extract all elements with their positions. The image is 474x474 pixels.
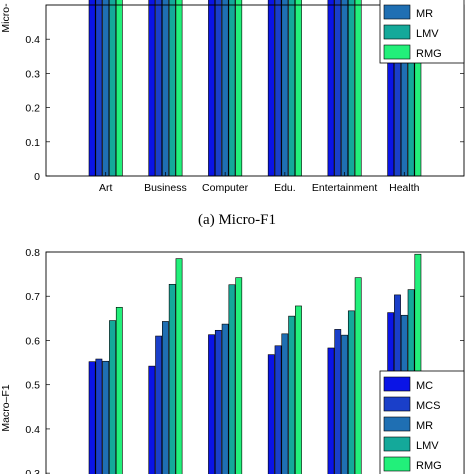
legend-swatch-lmv <box>383 24 411 40</box>
bar-rmg-2 <box>235 277 243 474</box>
bar-mcs-4 <box>334 0 342 177</box>
bar-lmv-2 <box>228 0 236 177</box>
legend-label: MCS <box>416 400 440 412</box>
bar-mcs-0 <box>95 358 103 474</box>
y-tick-label: 0.1 <box>25 137 40 149</box>
bar-lmv-0 <box>109 320 116 474</box>
legend-label: MC <box>416 380 433 392</box>
y-tick-label: 0.4 <box>25 34 40 46</box>
bar-mr-1 <box>162 0 169 177</box>
legend: MR LMV RMG <box>379 0 465 64</box>
legend-label: LMV <box>416 440 439 452</box>
legend-swatch-rmg <box>383 44 411 60</box>
bar-mc-1 <box>148 365 156 474</box>
bar-rmg-2 <box>235 0 243 177</box>
y-tick-label: 0.4 <box>25 424 40 436</box>
bar-lmv-0 <box>109 0 116 177</box>
legend-label: MR <box>416 8 433 20</box>
y-axis-label: Micro- <box>0 3 12 33</box>
legend-label: LMV <box>416 28 439 40</box>
y-tick-label: 0 <box>34 171 40 183</box>
bar-mc-1 <box>148 0 156 177</box>
bar-mcs-2 <box>214 329 222 474</box>
legend-swatch-rmg <box>383 456 411 472</box>
y-tick-label: 0.7 <box>25 291 40 303</box>
y-tick-label: 0.6 <box>25 335 40 347</box>
x-tick-label: Art <box>99 182 113 194</box>
bar-lmv-2 <box>228 284 236 474</box>
legend-swatch-mr <box>383 416 411 432</box>
y-tick-label: 0.3 <box>25 68 40 80</box>
bar-mr-4 <box>341 0 348 177</box>
bar-lmv-4 <box>347 0 355 177</box>
bar-mc-3 <box>267 0 275 177</box>
bar-mr-0 <box>102 360 110 474</box>
bar-lmv-1 <box>168 283 176 474</box>
bar-rmg-4 <box>354 277 362 474</box>
x-tick-label: Entertainment <box>312 182 377 194</box>
y-tick-label: 0.5 <box>25 380 40 392</box>
bar-lmv-3 <box>288 0 296 177</box>
plot-frame <box>45 251 465 474</box>
legend-label: RMG <box>416 460 442 472</box>
legend-swatch-lmv <box>383 436 411 452</box>
bar-rmg-0 <box>115 306 123 474</box>
bar-mr-3 <box>281 0 289 177</box>
bar-mcs-0 <box>95 0 103 177</box>
bar-mr-2 <box>221 323 229 474</box>
bar-rmg-1 <box>175 258 183 474</box>
bar-rmg-5 <box>414 253 422 474</box>
x-tick-label: Edu. <box>274 182 296 194</box>
bar-rmg-1 <box>175 0 183 177</box>
micro-f1-caption: (a) Micro-F1 <box>198 212 276 228</box>
bar-mc-4 <box>327 0 335 177</box>
bar-rmg-4 <box>354 0 362 177</box>
bar-mc-0 <box>88 361 96 474</box>
bar-mcs-2 <box>214 0 222 177</box>
legend-swatch-mc <box>383 376 411 392</box>
bar-rmg-0 <box>115 0 123 177</box>
plot-frame <box>45 4 465 177</box>
bar-lmv-4 <box>347 310 355 474</box>
bar-mcs-4 <box>334 329 342 474</box>
bar-mc-2 <box>208 334 215 474</box>
bar-mcs-3 <box>274 345 282 474</box>
legend-swatch-mcs <box>383 396 411 412</box>
bar-mcs-1 <box>155 0 163 177</box>
legend-label: MR <box>416 420 433 432</box>
y-tick-label: 0.3 <box>25 468 40 474</box>
bar-mcs-1 <box>155 335 163 474</box>
bar-lmv-3 <box>288 315 296 474</box>
x-tick-label: Health <box>389 182 420 194</box>
y-axis-label: Macro–F1 <box>0 384 12 431</box>
micro-f1-chart: Art Business Computer Edu. Entertainment Heal… <box>0 0 465 194</box>
bar-mr-2 <box>221 0 229 177</box>
x-tick-label: Business <box>144 182 187 194</box>
bar-mr-4 <box>341 334 348 474</box>
bar-mc-0 <box>88 0 96 177</box>
bar-mc-4 <box>327 347 335 474</box>
macro-f1-chart: 0.3 0.4 0.5 0.6 0.7 0.8 Macro–F1 MC MCS MR LMV RMG <box>0 247 465 474</box>
bar-mr-0 <box>102 0 110 177</box>
bar-mr-1 <box>162 321 169 474</box>
legend: MC MCS MR LMV RMG <box>379 370 465 474</box>
bar-mc-2 <box>208 0 215 177</box>
bar-mr-3 <box>281 333 289 474</box>
legend-label: RMG <box>416 48 442 60</box>
x-tick-label: Computer <box>202 182 249 194</box>
y-tick-label: 0.8 <box>25 247 40 259</box>
bar-mcs-3 <box>274 0 282 177</box>
y-tick-label: 0.2 <box>25 103 40 115</box>
bar-rmg-3 <box>295 0 302 177</box>
bar-rmg-3 <box>295 305 302 474</box>
legend-swatch-mr <box>383 4 411 20</box>
bar-mc-3 <box>267 354 275 474</box>
bar-lmv-1 <box>168 0 176 177</box>
